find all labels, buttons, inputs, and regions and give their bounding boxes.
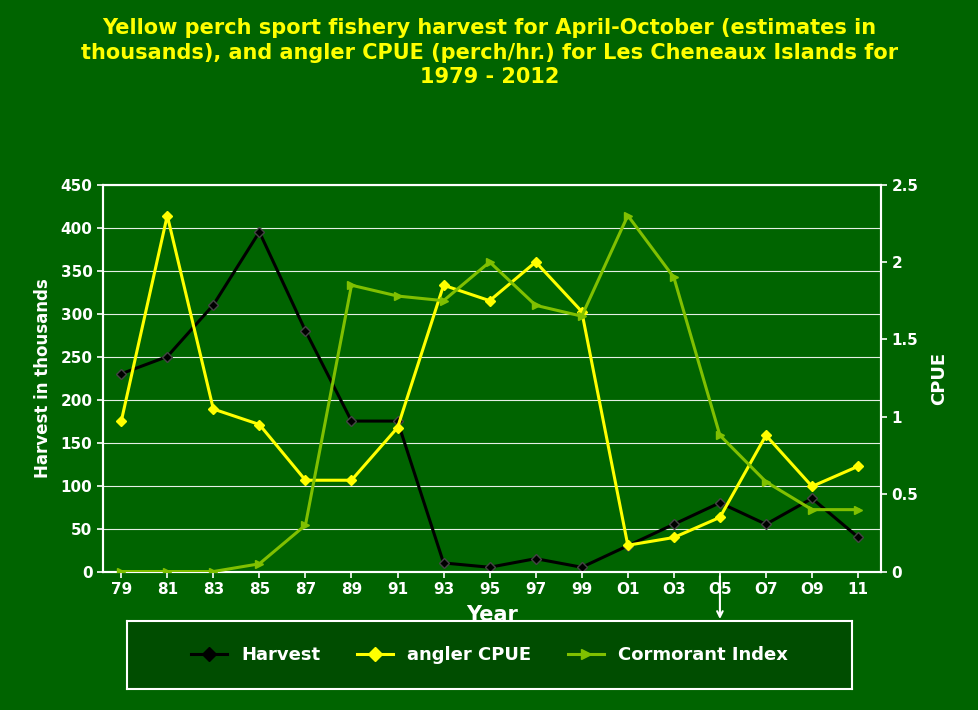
Y-axis label: CPUE: CPUE [929, 351, 947, 405]
Legend: Harvest, angler CPUE, Cormorant Index: Harvest, angler CPUE, Cormorant Index [184, 639, 794, 671]
Text: Yellow perch sport fishery harvest for April-October (estimates in
thousands), a: Yellow perch sport fishery harvest for A… [81, 18, 897, 87]
X-axis label: Year: Year [466, 606, 517, 626]
Y-axis label: Harvest in thousands: Harvest in thousands [34, 278, 52, 478]
